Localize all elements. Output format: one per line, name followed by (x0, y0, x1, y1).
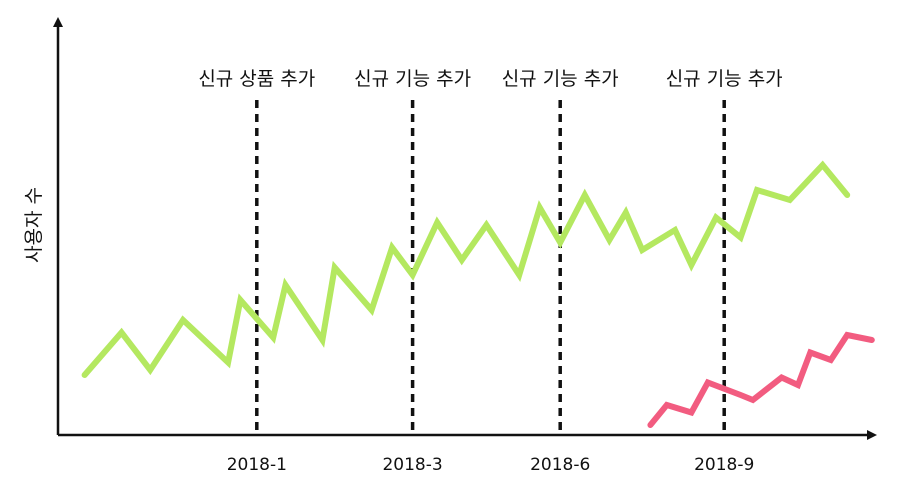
y-axis-label: 사용자 수 (23, 187, 45, 263)
annotation-label: 신규 상품 추가 (198, 68, 315, 90)
x-tick-label: 2018-1 (227, 455, 287, 475)
series-line-1 (81, 160, 851, 378)
annotations: 신규 상품 추가 신규 기능 추가 신규 기능 추가 신규 기능 추가 (198, 68, 783, 435)
x-tick-label: 2018-3 (382, 455, 442, 475)
series-group (81, 160, 875, 428)
axes (53, 17, 877, 440)
annotation-label: 신규 기능 추가 (502, 68, 619, 90)
annotation-label: 신규 기능 추가 (666, 68, 783, 90)
annotation-label: 신규 기능 추가 (354, 68, 471, 90)
x-tick-labels: 2018-1 2018-3 2018-6 2018-9 (227, 455, 755, 475)
x-tick-label: 2018-9 (694, 455, 754, 475)
x-tick-label: 2018-6 (530, 455, 590, 475)
series-line-2 (647, 331, 875, 428)
